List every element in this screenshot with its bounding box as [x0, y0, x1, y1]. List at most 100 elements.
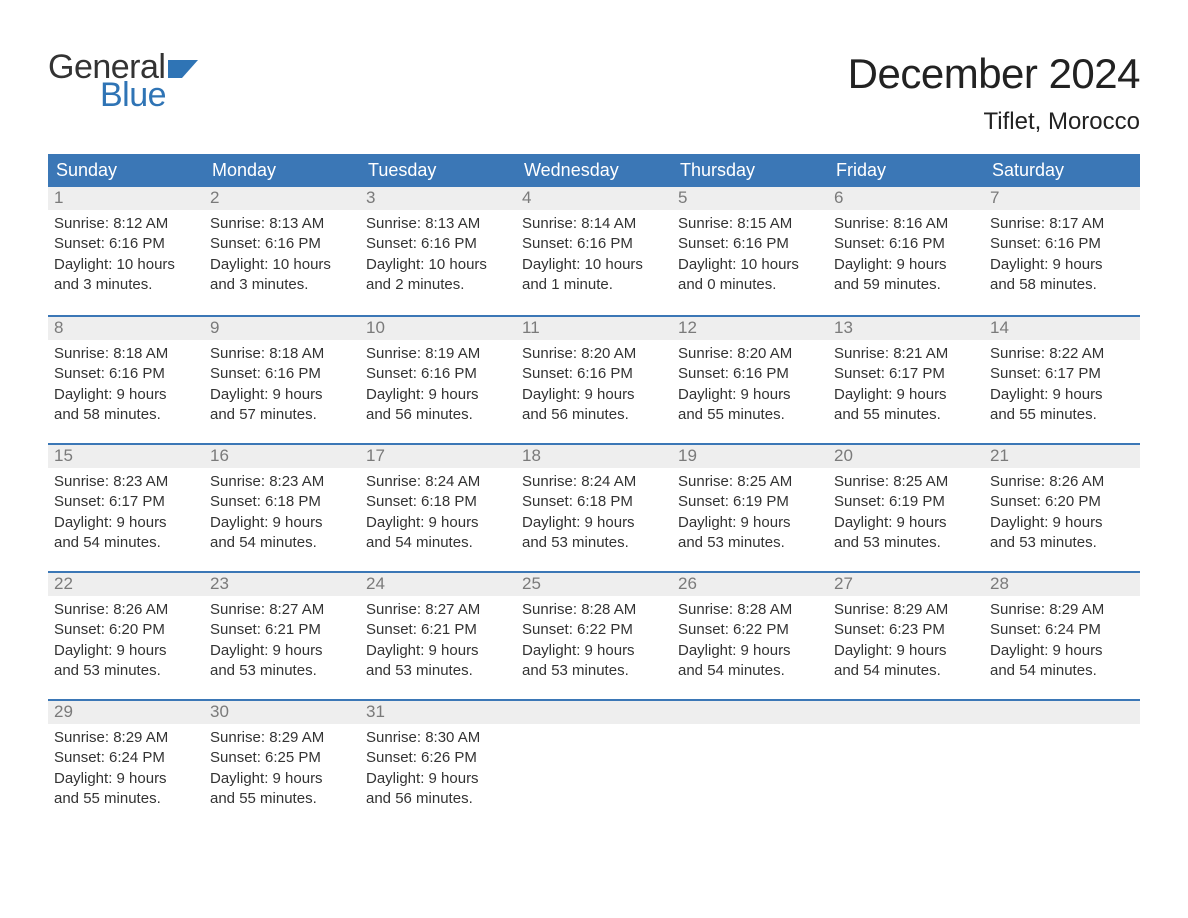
calendar-day: 26Sunrise: 8:28 AMSunset: 6:22 PMDayligh…	[672, 573, 828, 699]
sunrise-line: Sunrise: 8:29 AM	[990, 600, 1134, 620]
sunset-line: Sunset: 6:16 PM	[210, 234, 354, 254]
dow-saturday: Saturday	[984, 154, 1140, 187]
sunset-line: Sunset: 6:18 PM	[522, 492, 666, 512]
sunrise-line: Sunrise: 8:25 AM	[834, 472, 978, 492]
daylight-line-1: Daylight: 9 hours	[54, 641, 198, 661]
day-number: 22	[48, 573, 204, 596]
sunrise-line: Sunrise: 8:29 AM	[210, 728, 354, 748]
day-details: Sunrise: 8:21 AMSunset: 6:17 PMDaylight:…	[828, 340, 984, 435]
calendar-day: 30Sunrise: 8:29 AMSunset: 6:25 PMDayligh…	[204, 701, 360, 827]
sunrise-line: Sunrise: 8:25 AM	[678, 472, 822, 492]
day-details: Sunrise: 8:23 AMSunset: 6:17 PMDaylight:…	[48, 468, 204, 563]
sunrise-line: Sunrise: 8:14 AM	[522, 214, 666, 234]
calendar-day	[516, 701, 672, 827]
day-details: Sunrise: 8:20 AMSunset: 6:16 PMDaylight:…	[672, 340, 828, 435]
calendar-week: 29Sunrise: 8:29 AMSunset: 6:24 PMDayligh…	[48, 699, 1140, 827]
sunrise-line: Sunrise: 8:18 AM	[210, 344, 354, 364]
day-details: Sunrise: 8:25 AMSunset: 6:19 PMDaylight:…	[672, 468, 828, 563]
calendar-day: 13Sunrise: 8:21 AMSunset: 6:17 PMDayligh…	[828, 317, 984, 443]
sunset-line: Sunset: 6:23 PM	[834, 620, 978, 640]
daylight-line-2: and 55 minutes.	[210, 789, 354, 809]
daylight-line-2: and 0 minutes.	[678, 275, 822, 295]
daylight-line-1: Daylight: 9 hours	[366, 641, 510, 661]
sunset-line: Sunset: 6:16 PM	[678, 364, 822, 384]
sunset-line: Sunset: 6:18 PM	[210, 492, 354, 512]
calendar-day: 21Sunrise: 8:26 AMSunset: 6:20 PMDayligh…	[984, 445, 1140, 571]
daylight-line-1: Daylight: 9 hours	[54, 769, 198, 789]
daylight-line-2: and 56 minutes.	[366, 789, 510, 809]
sunrise-line: Sunrise: 8:20 AM	[522, 344, 666, 364]
day-number: 3	[360, 187, 516, 210]
sunrise-line: Sunrise: 8:24 AM	[522, 472, 666, 492]
daylight-line-1: Daylight: 9 hours	[54, 385, 198, 405]
daylight-line-1: Daylight: 9 hours	[54, 513, 198, 533]
daylight-line-2: and 53 minutes.	[678, 533, 822, 553]
day-details: Sunrise: 8:27 AMSunset: 6:21 PMDaylight:…	[204, 596, 360, 691]
daylight-line-1: Daylight: 10 hours	[522, 255, 666, 275]
sunrise-line: Sunrise: 8:16 AM	[834, 214, 978, 234]
day-number: 28	[984, 573, 1140, 596]
calendar-day: 17Sunrise: 8:24 AMSunset: 6:18 PMDayligh…	[360, 445, 516, 571]
calendar-day: 31Sunrise: 8:30 AMSunset: 6:26 PMDayligh…	[360, 701, 516, 827]
sunset-line: Sunset: 6:24 PM	[990, 620, 1134, 640]
calendar-day: 24Sunrise: 8:27 AMSunset: 6:21 PMDayligh…	[360, 573, 516, 699]
daylight-line-2: and 58 minutes.	[54, 405, 198, 425]
calendar-day: 29Sunrise: 8:29 AMSunset: 6:24 PMDayligh…	[48, 701, 204, 827]
day-details: Sunrise: 8:22 AMSunset: 6:17 PMDaylight:…	[984, 340, 1140, 435]
daylight-line-2: and 3 minutes.	[210, 275, 354, 295]
calendar-week: 15Sunrise: 8:23 AMSunset: 6:17 PMDayligh…	[48, 443, 1140, 571]
daylight-line-2: and 55 minutes.	[990, 405, 1134, 425]
day-number: 19	[672, 445, 828, 468]
day-number: 29	[48, 701, 204, 724]
dow-monday: Monday	[204, 154, 360, 187]
daylight-line-1: Daylight: 9 hours	[678, 385, 822, 405]
day-details: Sunrise: 8:29 AMSunset: 6:23 PMDaylight:…	[828, 596, 984, 691]
daylight-line-1: Daylight: 9 hours	[990, 513, 1134, 533]
calendar-day: 12Sunrise: 8:20 AMSunset: 6:16 PMDayligh…	[672, 317, 828, 443]
day-details: Sunrise: 8:20 AMSunset: 6:16 PMDaylight:…	[516, 340, 672, 435]
calendar-day: 1Sunrise: 8:12 AMSunset: 6:16 PMDaylight…	[48, 187, 204, 315]
dow-sunday: Sunday	[48, 154, 204, 187]
daylight-line-2: and 3 minutes.	[54, 275, 198, 295]
daylight-line-1: Daylight: 9 hours	[522, 513, 666, 533]
daylight-line-1: Daylight: 9 hours	[678, 641, 822, 661]
calendar-day	[828, 701, 984, 827]
daylight-line-1: Daylight: 9 hours	[366, 769, 510, 789]
sunrise-line: Sunrise: 8:29 AM	[834, 600, 978, 620]
sunrise-line: Sunrise: 8:27 AM	[210, 600, 354, 620]
calendar-day: 7Sunrise: 8:17 AMSunset: 6:16 PMDaylight…	[984, 187, 1140, 315]
month-title: December 2024	[848, 50, 1140, 98]
dow-friday: Friday	[828, 154, 984, 187]
sunrise-line: Sunrise: 8:28 AM	[678, 600, 822, 620]
sunset-line: Sunset: 6:16 PM	[54, 364, 198, 384]
day-details: Sunrise: 8:13 AMSunset: 6:16 PMDaylight:…	[360, 210, 516, 305]
daylight-line-1: Daylight: 9 hours	[210, 641, 354, 661]
daylight-line-1: Daylight: 9 hours	[990, 255, 1134, 275]
daylight-line-1: Daylight: 9 hours	[990, 385, 1134, 405]
sunset-line: Sunset: 6:19 PM	[834, 492, 978, 512]
sunset-line: Sunset: 6:20 PM	[54, 620, 198, 640]
calendar-day: 20Sunrise: 8:25 AMSunset: 6:19 PMDayligh…	[828, 445, 984, 571]
sunrise-line: Sunrise: 8:15 AM	[678, 214, 822, 234]
day-number: 25	[516, 573, 672, 596]
calendar-day: 16Sunrise: 8:23 AMSunset: 6:18 PMDayligh…	[204, 445, 360, 571]
day-details: Sunrise: 8:28 AMSunset: 6:22 PMDaylight:…	[672, 596, 828, 691]
day-number: 31	[360, 701, 516, 724]
sunset-line: Sunset: 6:19 PM	[678, 492, 822, 512]
daylight-line-1: Daylight: 9 hours	[834, 255, 978, 275]
sunrise-line: Sunrise: 8:27 AM	[366, 600, 510, 620]
day-details: Sunrise: 8:29 AMSunset: 6:24 PMDaylight:…	[984, 596, 1140, 691]
daylight-line-1: Daylight: 10 hours	[366, 255, 510, 275]
calendar-day: 27Sunrise: 8:29 AMSunset: 6:23 PMDayligh…	[828, 573, 984, 699]
day-number: 5	[672, 187, 828, 210]
sunset-line: Sunset: 6:16 PM	[210, 364, 354, 384]
daylight-line-1: Daylight: 9 hours	[366, 513, 510, 533]
day-details: Sunrise: 8:25 AMSunset: 6:19 PMDaylight:…	[828, 468, 984, 563]
daylight-line-2: and 54 minutes.	[990, 661, 1134, 681]
day-number: 7	[984, 187, 1140, 210]
day-number: 14	[984, 317, 1140, 340]
calendar-day: 3Sunrise: 8:13 AMSunset: 6:16 PMDaylight…	[360, 187, 516, 315]
sunrise-line: Sunrise: 8:13 AM	[210, 214, 354, 234]
day-number: 8	[48, 317, 204, 340]
daylight-line-1: Daylight: 9 hours	[210, 769, 354, 789]
